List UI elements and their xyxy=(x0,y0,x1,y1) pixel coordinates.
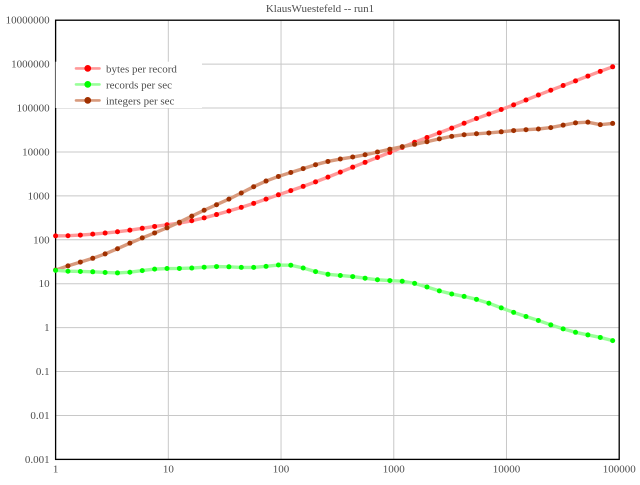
svg-text:0.1: 0.1 xyxy=(36,366,50,378)
svg-text:100: 100 xyxy=(273,463,290,475)
svg-text:0.001: 0.001 xyxy=(25,454,50,466)
svg-text:integers per sec: integers per sec xyxy=(106,95,175,107)
svg-text:0.01: 0.01 xyxy=(30,410,49,422)
svg-text:1000: 1000 xyxy=(383,463,406,475)
svg-text:KlausWuestefeld -- run1: KlausWuestefeld -- run1 xyxy=(266,3,374,15)
svg-text:100000: 100000 xyxy=(17,103,51,115)
svg-text:1000000: 1000000 xyxy=(11,59,50,71)
svg-text:records per sec: records per sec xyxy=(106,79,172,91)
svg-text:10: 10 xyxy=(39,278,51,290)
svg-text:1: 1 xyxy=(44,322,50,334)
svg-text:100: 100 xyxy=(33,234,50,246)
svg-text:10000: 10000 xyxy=(493,463,521,475)
svg-text:10000000: 10000000 xyxy=(6,15,51,27)
svg-text:1000: 1000 xyxy=(28,190,51,202)
svg-text:10: 10 xyxy=(163,463,175,475)
svg-text:10000: 10000 xyxy=(22,146,50,158)
svg-text:1: 1 xyxy=(53,463,59,475)
svg-text:bytes per record: bytes per record xyxy=(106,63,177,75)
svg-text:100000: 100000 xyxy=(603,463,637,475)
